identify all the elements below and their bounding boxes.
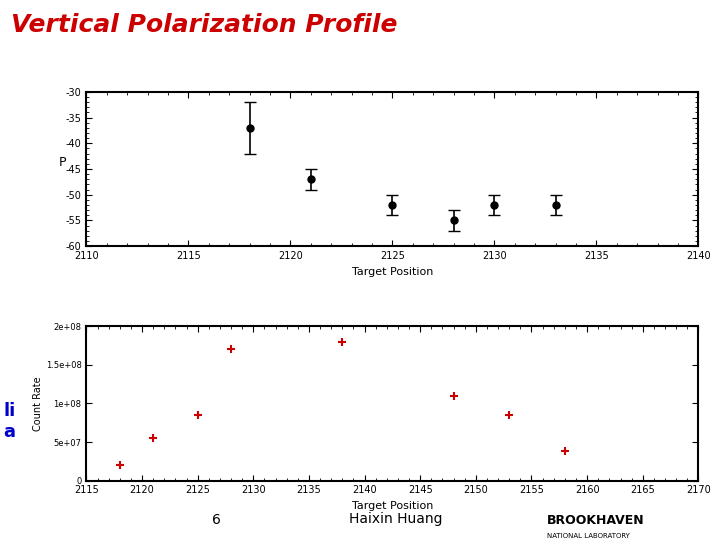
Text: 6: 6 (212, 512, 220, 526)
Text: NATIONAL LABORATORY: NATIONAL LABORATORY (547, 533, 630, 539)
Text: Haixin Huang: Haixin Huang (349, 512, 443, 526)
Text: li
a: li a (4, 402, 16, 441)
X-axis label: Target Position: Target Position (351, 501, 433, 511)
Y-axis label: P: P (59, 156, 66, 169)
Text: BROOKHAVEN: BROOKHAVEN (547, 514, 645, 526)
Y-axis label: Count Rate: Count Rate (33, 376, 43, 431)
Text: Vertical Polarization Profile: Vertical Polarization Profile (11, 14, 397, 37)
X-axis label: Target Position: Target Position (351, 267, 433, 276)
